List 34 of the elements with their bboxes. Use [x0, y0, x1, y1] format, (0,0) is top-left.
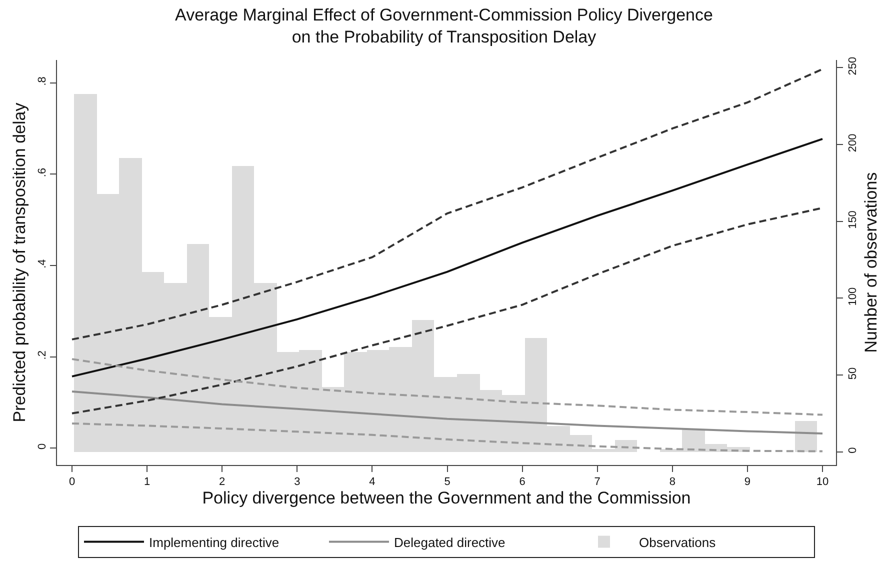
- legend-label: Implementing directive: [149, 534, 280, 550]
- y2-tick-label: 100: [847, 287, 860, 306]
- y-tick-label: .8: [36, 76, 49, 86]
- y2-tick-label: 250: [847, 56, 860, 76]
- x-tick-label: 8: [669, 476, 676, 488]
- x-tick-label: 9: [744, 476, 751, 488]
- y2-tick-label: 150: [847, 210, 860, 229]
- line-series: [71, 358, 824, 416]
- y-tick-label: .4: [36, 259, 49, 268]
- y-axis-title: Predicted probability of transposition delay: [10, 102, 30, 422]
- x-tick-label: 3: [294, 476, 300, 488]
- legend-label: Observations: [639, 534, 716, 550]
- legend-label: Delegated directive: [394, 534, 506, 550]
- y-tick-label: 0: [36, 443, 49, 450]
- y2-axis-title: Number of observations: [862, 172, 881, 353]
- x-tick-label: 7: [594, 476, 600, 488]
- x-tick-label: 2: [219, 476, 226, 488]
- y2-tick-label: 50: [847, 367, 860, 380]
- y-tick-label: .2: [36, 350, 49, 360]
- chart-title: Average Marginal Effect of Government-Commission Policy Divergence on the Probability of Transposition Delay: [175, 6, 713, 47]
- line-series: [71, 138, 824, 378]
- y-tick-label: .6: [36, 168, 49, 178]
- x-tick-label: 5: [444, 476, 450, 488]
- x-tick-label: 10: [816, 476, 829, 488]
- x-tick-label: 0: [68, 476, 76, 488]
- x-tick-label: 4: [369, 476, 376, 488]
- y2-tick-label: 0: [847, 447, 860, 454]
- line-series: [71, 422, 824, 452]
- x-tick-label: 6: [519, 476, 526, 488]
- x-tick-label: 1: [144, 476, 150, 488]
- line-series: [71, 68, 824, 340]
- line-series: [71, 390, 824, 434]
- x-axis-title: Policy divergence between the Government and the Commission: [202, 488, 691, 508]
- y2-tick-label: 200: [847, 134, 860, 152]
